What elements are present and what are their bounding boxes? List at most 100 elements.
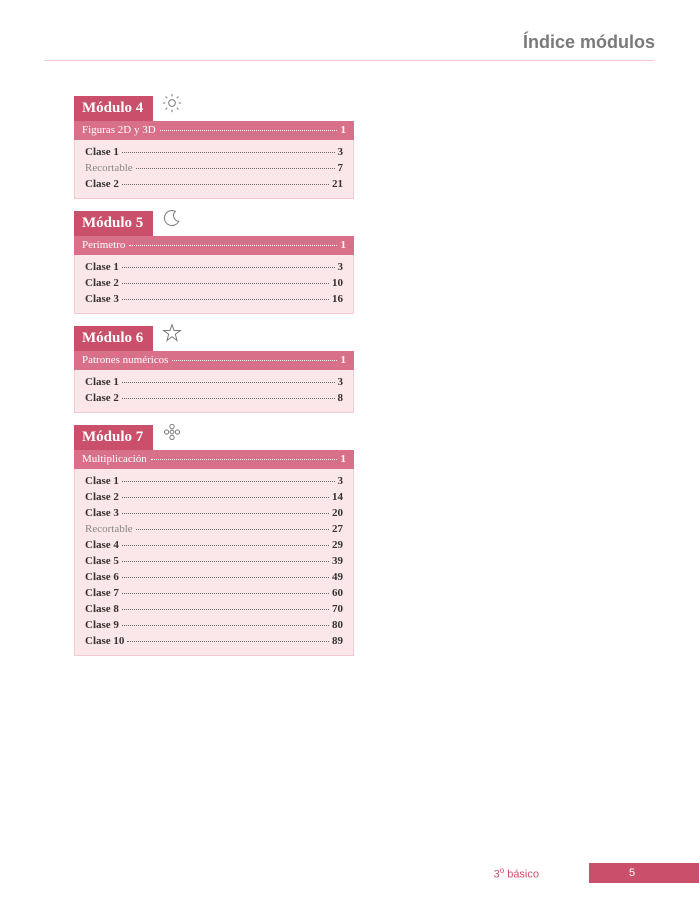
class-label: Recortable	[85, 523, 133, 535]
dot-leader	[136, 529, 329, 530]
subtitle-label: Perímetro	[82, 239, 125, 251]
class-page: 3	[338, 376, 344, 388]
dot-leader	[122, 545, 329, 546]
dot-leader	[122, 513, 329, 514]
class-label: Clase 10	[85, 635, 124, 647]
module-title: Módulo 7	[74, 425, 153, 450]
subtitle-page: 1	[341, 239, 347, 251]
class-label: Clase 1	[85, 146, 119, 158]
class-row: Clase 7 60	[85, 585, 343, 601]
dot-leader	[122, 497, 329, 498]
dot-leader	[122, 267, 335, 268]
class-label: Clase 7	[85, 587, 119, 599]
class-row: Clase 1 3	[85, 473, 343, 489]
class-label: Clase 1	[85, 475, 119, 487]
dot-leader	[122, 577, 329, 578]
class-page: 39	[332, 555, 343, 567]
class-label: Clase 8	[85, 603, 119, 615]
module-title-row: Módulo 6	[74, 326, 354, 351]
module-title: Módulo 5	[74, 211, 153, 236]
class-row: Clase 214	[85, 489, 343, 505]
module-index: Módulo 4Figuras 2D y 3D1Clase 13Recortab…	[74, 96, 354, 668]
class-label: Clase 6	[85, 571, 119, 583]
class-page: 8	[338, 392, 344, 404]
dot-leader	[122, 382, 335, 383]
dot-leader	[151, 459, 337, 460]
class-page: 3	[338, 261, 344, 273]
class-list: Clase 1 3 Clase 214 Clase 3 20 Recortable 27 Cl…	[74, 469, 354, 656]
class-label: Clase 1	[85, 376, 119, 388]
class-page: 80	[332, 619, 343, 631]
class-page: 16	[332, 293, 343, 305]
class-row: Recortable 27	[85, 521, 343, 537]
dot-leader	[122, 299, 329, 300]
grade-label: 3o básico	[494, 866, 539, 881]
class-label: Clase 5	[85, 555, 119, 567]
module-title: Módulo 4	[74, 96, 153, 121]
page-number-block: 5	[589, 863, 699, 883]
class-page: 3	[338, 146, 344, 158]
subtitle-label: Figuras 2D y 3D	[82, 124, 156, 136]
class-row: Clase 6 49	[85, 569, 343, 585]
class-row: Clase 9 80	[85, 617, 343, 633]
class-page: 60	[332, 587, 343, 599]
module-block: Módulo 7Multiplicación1Clase 13Clase 214…	[74, 425, 354, 656]
page-title: Índice módulos	[44, 32, 655, 57]
sun-icon	[161, 92, 183, 114]
module-block: Módulo 6Patrones numéricos1Clase 13Clase…	[74, 326, 354, 413]
subtitle-label: Multiplicación	[82, 453, 147, 465]
page-footer: 3o básico 5	[0, 861, 699, 883]
flower-icon	[161, 421, 183, 443]
module-subtitle: Figuras 2D y 3D1	[74, 121, 354, 140]
class-label: Recortable	[85, 162, 133, 174]
dot-leader	[122, 609, 329, 610]
class-label: Clase 2	[85, 392, 119, 404]
class-label: Clase 2	[85, 178, 119, 190]
class-row: Clase 870	[85, 601, 343, 617]
class-page: 29	[332, 539, 343, 551]
dot-leader	[172, 360, 336, 361]
module-subtitle: Perímetro 1	[74, 236, 354, 255]
class-row: Clase 2 8	[85, 390, 343, 406]
class-row: Clase 1 3	[85, 374, 343, 390]
class-row: Clase 2 21	[85, 176, 343, 192]
dot-leader	[122, 152, 335, 153]
class-page: 20	[332, 507, 343, 519]
class-label: Clase 3	[85, 507, 119, 519]
dot-leader	[122, 593, 329, 594]
dot-leader	[136, 168, 335, 169]
class-row: Clase 3 20	[85, 505, 343, 521]
module-title: Módulo 6	[74, 326, 153, 351]
module-block: Módulo 4Figuras 2D y 3D1 Clase 1 3 Recortab…	[74, 96, 354, 199]
dot-leader	[127, 641, 329, 642]
class-row: Clase 1 3	[85, 259, 343, 275]
class-row: Clase 1 3	[85, 144, 343, 160]
dot-leader	[122, 398, 335, 399]
module-block: Módulo 5Perímetro1Clase 13Clase 210Clase…	[74, 211, 354, 314]
class-label: Clase 3	[85, 293, 119, 305]
dot-leader	[122, 184, 329, 185]
module-title-row: Módulo 7	[74, 425, 354, 450]
dot-leader	[122, 625, 329, 626]
module-title-row: Módulo 5	[74, 211, 354, 236]
class-label: Clase 9	[85, 619, 119, 631]
class-page: 89	[332, 635, 343, 647]
dot-leader	[122, 561, 329, 562]
class-page: 3	[338, 475, 344, 487]
class-page: 21	[332, 178, 343, 190]
module-title-row: Módulo 4	[74, 96, 354, 121]
class-list: Clase 1 3 Clase 210 Clase 3 16	[74, 255, 354, 314]
dot-leader	[122, 481, 335, 482]
dot-leader	[122, 283, 329, 284]
class-row: Clase 210	[85, 275, 343, 291]
class-page: 27	[332, 523, 343, 535]
class-page: 7	[338, 162, 344, 174]
class-label: Clase 1	[85, 261, 119, 273]
subtitle-label: Patrones numéricos	[82, 354, 168, 366]
class-list: Clase 1 3 Clase 2 8	[74, 370, 354, 413]
dot-leader	[129, 245, 336, 246]
module-subtitle: Patrones numéricos1	[74, 351, 354, 370]
class-page: 49	[332, 571, 343, 583]
header-rule	[44, 60, 655, 61]
class-row: Clase 429	[85, 537, 343, 553]
